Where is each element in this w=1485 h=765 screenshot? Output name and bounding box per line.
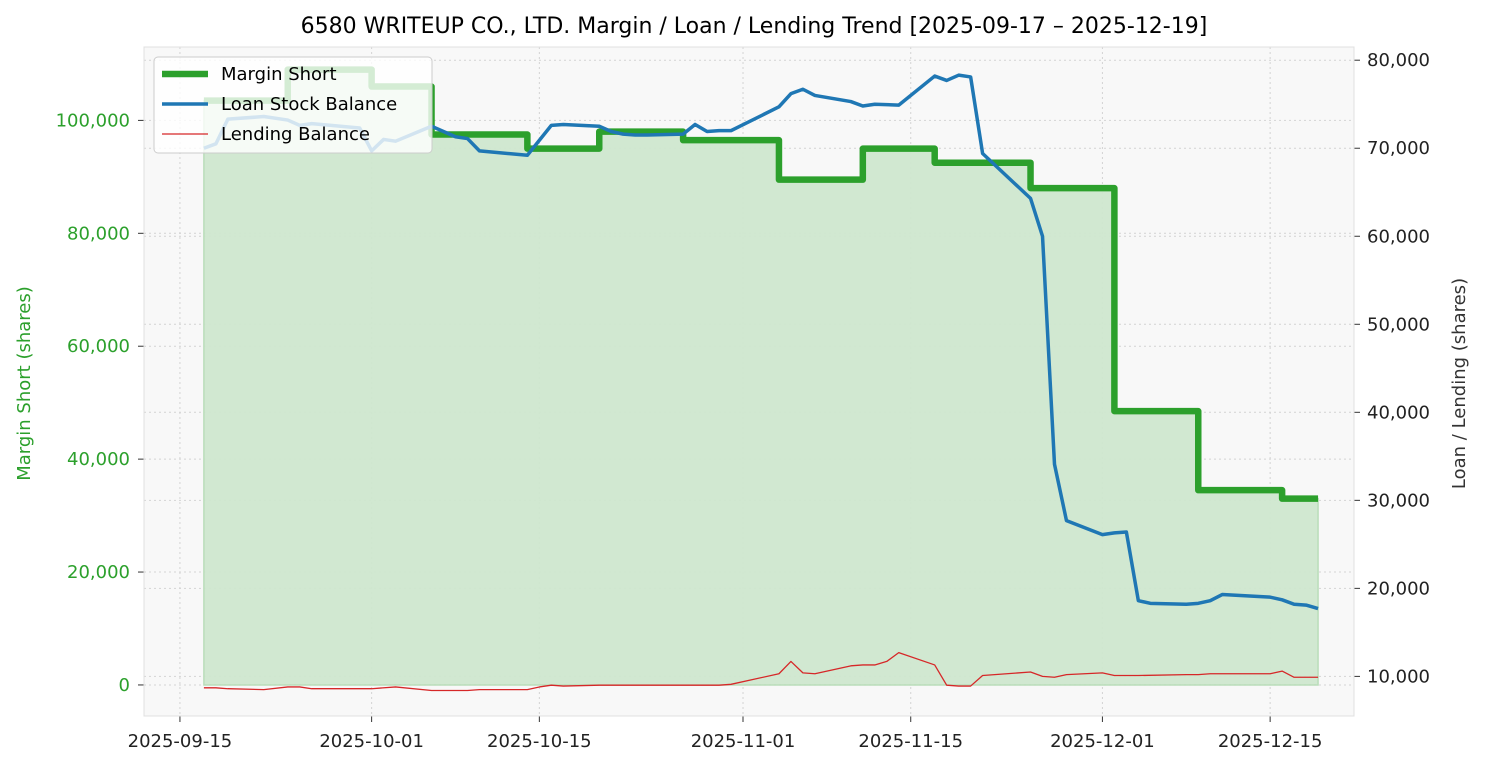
x-tick-label: 2025-12-01 xyxy=(1050,731,1155,752)
y-right-tick-label: 50,000 xyxy=(1367,314,1430,335)
y-right-tick-label: 70,000 xyxy=(1367,138,1430,159)
y-axis-right-title: Loan / Lending (shares) xyxy=(1449,278,1470,489)
x-tick-label: 2025-11-15 xyxy=(858,731,963,752)
y-right-tick-label: 40,000 xyxy=(1367,402,1430,423)
y-left-tick-label: 40,000 xyxy=(67,449,130,470)
lending-balance-line xyxy=(203,651,1319,692)
x-tick-label: 2025-10-01 xyxy=(319,731,424,752)
y-right-tick-label: 60,000 xyxy=(1367,226,1430,247)
x-tick-label: 2025-12-15 xyxy=(1218,731,1323,752)
legend-box xyxy=(153,56,433,154)
chart-title: 6580 WRITEUP CO., LTD. Margin / Loan / L… xyxy=(301,14,1208,39)
legend-label: Lending Balance xyxy=(221,124,370,145)
axes: 2025-09-15 2025-10-01 2025-10-15 2025-11-01… xyxy=(56,46,1430,752)
y-left-tick-label: 0 xyxy=(119,675,130,696)
y-right-tick-label: 20,000 xyxy=(1367,578,1430,599)
legend[interactable]: Margin Short Loan Stock Balance Lending Ba… xyxy=(153,56,433,154)
legend-label: Margin Short xyxy=(221,64,337,85)
x-tick-label: 2025-10-15 xyxy=(487,731,592,752)
plot-frame xyxy=(143,46,1355,717)
x-tick-label: 2025-09-15 xyxy=(128,731,233,752)
y-left-tick-label: 80,000 xyxy=(67,223,130,244)
x-tick-label: 2025-11-01 xyxy=(691,731,796,752)
y-left-tick-label: 20,000 xyxy=(67,562,130,583)
y-right-tick-label: 30,000 xyxy=(1367,490,1430,511)
y-left-tick-label: 60,000 xyxy=(67,336,130,357)
y-right-tick-label: 80,000 xyxy=(1367,50,1430,71)
y-left-tick-label: 100,000 xyxy=(56,110,130,131)
y-right-tick-label: 10,000 xyxy=(1367,666,1430,687)
legend-label: Loan Stock Balance xyxy=(221,94,397,115)
y-axis-left-title: Margin Short (shares) xyxy=(14,286,35,481)
